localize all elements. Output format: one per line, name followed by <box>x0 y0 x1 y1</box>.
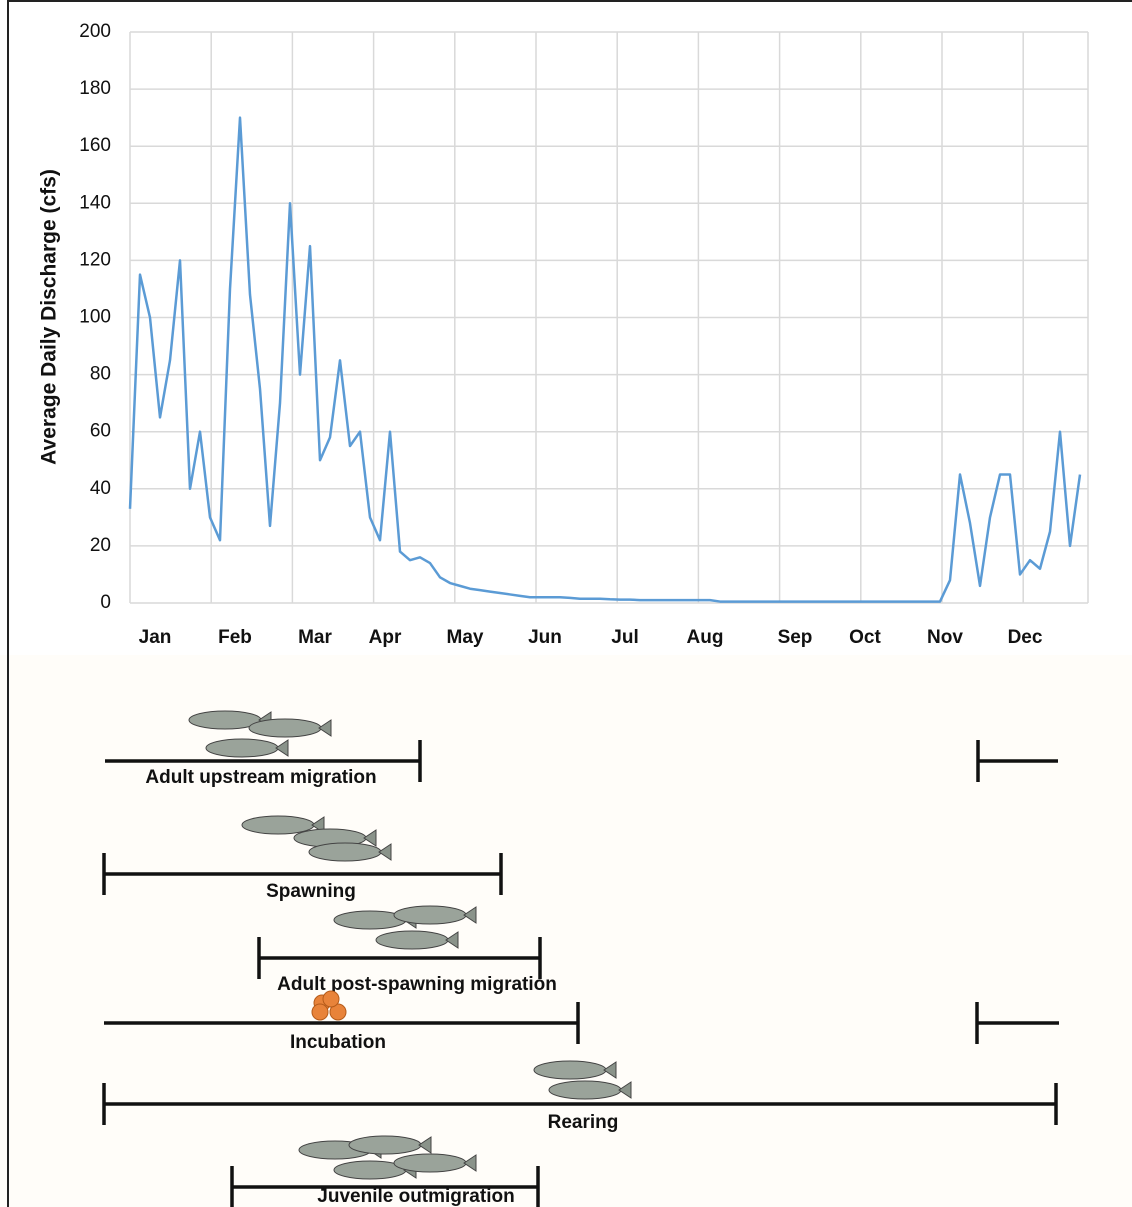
plot: 0 20 40 60 80 100 120 140 160 180 200 Jan Feb Mar Apr M… <box>79 21 1089 648</box>
x-tick-label: Feb <box>218 627 252 648</box>
y-tick-label: 60 <box>90 421 111 442</box>
fish-tail <box>463 906 477 924</box>
fish-tail <box>463 1154 477 1172</box>
y-tick-label: 40 <box>90 478 111 499</box>
x-tick-label: Sep <box>778 627 813 648</box>
stage-label: Rearing <box>548 1112 619 1133</box>
fish-tail <box>363 829 377 847</box>
x-tick-label: Jan <box>139 627 172 648</box>
timeline: Adult upstream migration Spawning Adult po… <box>102 710 1059 1207</box>
fish-tail <box>445 931 459 949</box>
y-tick-label: 80 <box>90 364 111 385</box>
stage-label: Juvenile outmigration <box>317 1186 514 1207</box>
timeline-background <box>0 655 1132 1207</box>
fish-icon <box>548 1080 622 1100</box>
egg-icon <box>311 1003 329 1021</box>
x-tick-label: Apr <box>369 627 402 648</box>
y-tick-label: 200 <box>79 21 111 42</box>
x-tick-label: Jun <box>528 627 562 648</box>
fish-tail <box>318 719 332 737</box>
fish-icon <box>205 738 279 758</box>
fish-tail <box>418 1136 432 1154</box>
fish-tail <box>618 1081 632 1099</box>
fish-icon <box>248 718 322 738</box>
fish-icon <box>375 930 449 950</box>
y-axis-label: Average Daily Discharge (cfs) <box>38 169 61 465</box>
stage-label: Adult upstream migration <box>145 767 376 788</box>
fish-tail <box>378 843 392 861</box>
fish-icon <box>533 1060 607 1080</box>
x-tick-label: Nov <box>927 627 963 648</box>
fish-icon <box>393 1153 467 1173</box>
fish-icon <box>241 815 315 835</box>
data-line <box>128 116 1082 603</box>
stage-label: Adult post-spawning migration <box>277 974 557 995</box>
stage-label: Incubation <box>290 1032 386 1053</box>
x-tick-label: Oct <box>849 627 881 648</box>
x-tick-label: Aug <box>687 627 724 648</box>
egg-icon <box>329 1003 347 1021</box>
y-tick-label: 140 <box>79 192 111 213</box>
x-tick-label: Dec <box>1008 627 1043 648</box>
stage-label: Spawning <box>266 881 356 902</box>
fish-icon <box>308 842 382 862</box>
x-tick-label: May <box>447 627 484 648</box>
y-tick-label: 120 <box>79 249 111 270</box>
y-tick-label: 100 <box>79 307 111 328</box>
fish-icon <box>348 1135 422 1155</box>
y-tick-label: 20 <box>90 535 111 556</box>
y-tick-label: 160 <box>79 135 111 156</box>
y-tick-label: 180 <box>79 78 111 99</box>
fish-icon <box>393 905 467 925</box>
x-tick-label: Jul <box>611 627 638 648</box>
fish-tail <box>603 1061 617 1079</box>
y-tick-label: 0 <box>100 592 111 613</box>
egg-icon <box>322 990 340 1008</box>
x-tick-label: Mar <box>298 627 332 648</box>
fish-tail <box>275 739 289 757</box>
